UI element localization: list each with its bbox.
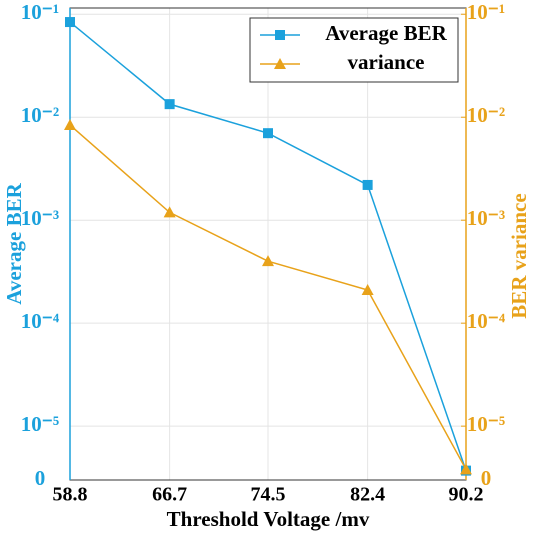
marker — [163, 206, 176, 218]
y-tick-label: 0 — [35, 466, 46, 490]
x-tick-label: 58.8 — [53, 484, 88, 506]
y2-tick-label: 0 — [481, 466, 492, 490]
y-axis-label: Average BER — [2, 182, 26, 304]
legend-label: Average BER — [325, 21, 447, 45]
y2-tick-label: 10⁻³ — [467, 206, 505, 230]
y2-tick-label: 10⁻² — [467, 103, 505, 127]
y2-tick-label: 10⁻¹ — [467, 0, 505, 24]
x-tick-label: 74.5 — [251, 484, 286, 506]
marker — [460, 463, 472, 475]
legend-label: variance — [348, 50, 425, 74]
marker — [64, 119, 76, 131]
marker — [164, 99, 175, 110]
x-tick-label: 82.4 — [350, 484, 385, 506]
marker — [275, 30, 285, 40]
y2-tick-label: 10⁻⁵ — [467, 412, 505, 436]
marker — [274, 58, 286, 69]
marker — [65, 17, 75, 28]
y2-axis-label: BER variance — [507, 193, 531, 318]
marker — [361, 283, 374, 295]
marker — [362, 179, 373, 190]
x-tick-label: 66.7 — [152, 484, 187, 506]
marker — [263, 128, 273, 139]
y2-tick-label: 10⁻⁴ — [467, 309, 506, 333]
x-tick-label: 90.2 — [449, 484, 484, 506]
x-axis-label: Threshold Voltage /mv — [167, 507, 370, 531]
legend-box — [249, 17, 459, 83]
y-tick-label: 10⁻⁵ — [21, 412, 59, 436]
y-tick-label: 10⁻¹ — [21, 0, 59, 24]
marker — [262, 255, 274, 267]
y-tick-label: 10⁻⁴ — [21, 309, 60, 333]
y-tick-label: 10⁻² — [21, 103, 59, 127]
y-tick-label: 10⁻³ — [21, 206, 59, 230]
